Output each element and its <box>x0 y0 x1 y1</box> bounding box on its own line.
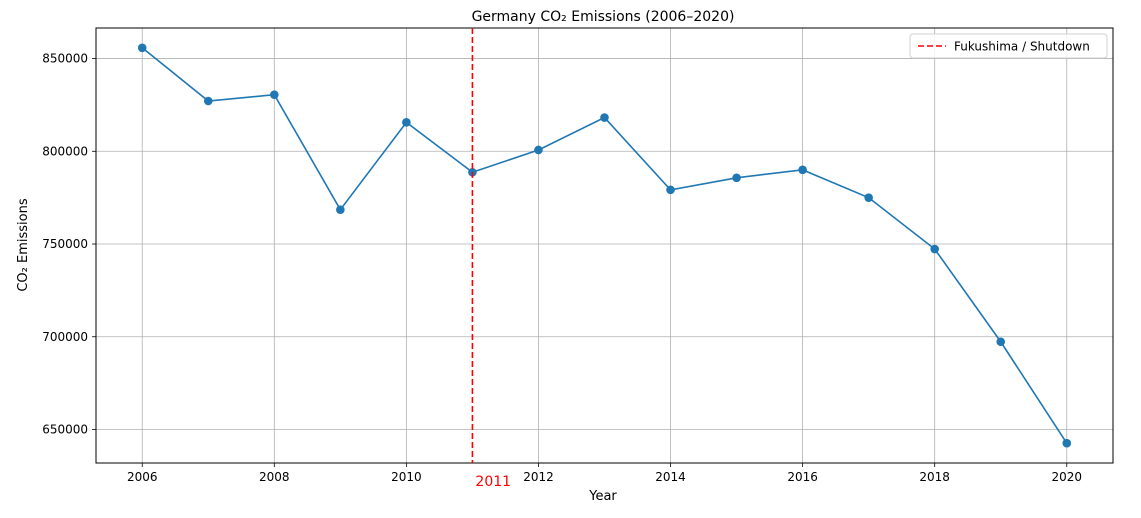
plot-frame <box>95 27 1114 464</box>
data-point <box>336 205 345 215</box>
data-point <box>534 145 543 155</box>
data-point <box>996 337 1006 347</box>
series-line <box>141 47 1068 444</box>
data-point <box>798 165 807 175</box>
data-point <box>864 193 873 202</box>
legend: Fukushima / Shutdown <box>909 33 1108 59</box>
x-tick-label: 2012 <box>523 470 554 484</box>
grid-lines <box>96 28 1113 463</box>
data-point <box>930 244 939 254</box>
chart-title: Germany CO₂ Emissions (2006–2020) <box>472 9 735 25</box>
event-line-label: 2011 <box>475 474 511 490</box>
legend-label: Fukushima / Shutdown <box>954 40 1090 54</box>
data-point <box>1062 438 1072 448</box>
event-marker-layer: 2011 <box>471 28 511 490</box>
data-point <box>137 43 147 53</box>
y-tick-label: 650000 <box>42 422 88 436</box>
data-point <box>203 96 213 106</box>
x-tick-label: 2008 <box>259 470 290 484</box>
data-point <box>732 173 741 183</box>
legend-box <box>909 33 1108 59</box>
x-tick-label: 2018 <box>919 470 950 484</box>
data-point <box>600 113 609 122</box>
x-tick-label: 2010 <box>391 470 422 484</box>
y-tick-label: 700000 <box>42 330 88 344</box>
data-point <box>270 90 279 100</box>
x-tick-label: 2014 <box>655 470 686 484</box>
x-tick-label: 2006 <box>127 470 158 484</box>
x-tick-label: 2016 <box>787 470 818 484</box>
series-layer <box>137 43 1072 448</box>
y-tick-label: 800000 <box>42 144 88 158</box>
y-tick-label: 750000 <box>42 237 88 251</box>
data-point <box>666 185 675 195</box>
x-axis-label: Year <box>588 489 617 504</box>
y-axis-label: CO₂ Emissions <box>16 198 31 291</box>
axis-ticks: 2006 2008 2010 2012 2014 2016 2018 2020 650000 70… <box>42 52 1082 484</box>
x-tick-label: 2020 <box>1051 470 1082 484</box>
y-tick-label: 850000 <box>42 52 88 66</box>
data-point <box>402 118 411 127</box>
